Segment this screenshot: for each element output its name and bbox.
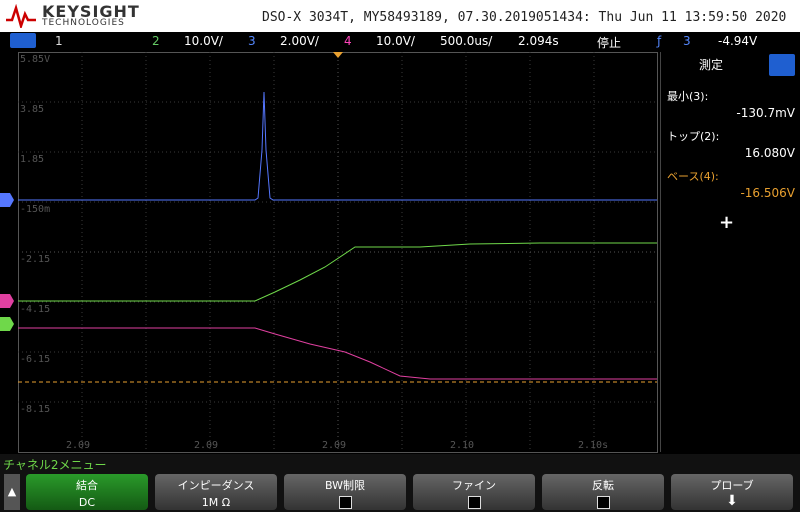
trigger-marker [333,52,343,58]
brand: KEYSIGHT [42,2,140,21]
softkey-label: 反転 [592,479,614,492]
graticule [18,52,658,453]
add-measure[interactable]: + [719,212,735,233]
softkey[interactable]: プローブ ⬇ [671,474,793,510]
ch3-scale: 2.00V/ [280,34,319,48]
ch1: 1 [55,34,63,48]
menu-up[interactable]: ▲ [4,474,20,510]
x-label: 2.10 [450,440,474,451]
delay: 2.094s [518,34,559,48]
softkey-checkbox [596,496,610,509]
softkey-value: DC [78,496,96,509]
y-labels: 5.85V 3.85 1.85 -150m -2.15 -4.15 -6.15 -8.15 [20,54,50,415]
y-label: -2.15 [20,254,50,265]
measure-label: 最小(3): [667,90,709,103]
x-label: 2.09 [194,440,218,451]
brand-sub: TECHNOLOGIES [42,18,125,28]
softkey-label: 結合 [76,479,98,492]
timebase: 500.0us/ [440,34,493,48]
softkey[interactable]: インピーダンス 1M Ω [155,474,277,510]
softkey-label: BW制限 [324,479,366,492]
measure-value: 16.080V [744,146,795,160]
menu-button[interactable] [10,33,36,48]
softkey[interactable]: ファイン [413,474,535,510]
logo-icon [6,4,36,28]
header: KEYSIGHT TECHNOLOGIES DSO-X 3034T, MY584… [0,0,800,32]
softkey-arrow: ⬇ [726,493,738,509]
ch3-trace [18,91,657,201]
waveform-display: 5.85V 3.85 1.85 -150m -2.15 -4.15 -6.15 -8.15 2… [0,52,658,453]
ch3-marker [0,193,14,207]
softkey-checkbox [338,496,352,509]
ch4-scale: 10.0V/ [376,34,415,48]
x-label: 2.09 [322,440,346,451]
trigger-level: -4.94V [718,34,758,48]
y-label: 3.85 [20,104,44,115]
device-info: DSO-X 3034T, MY58493189, 07.30.201905143… [262,10,787,25]
softkey-checkbox [467,496,481,509]
ch2-marker [0,317,14,331]
ch4-marker [0,294,14,308]
softkey[interactable]: BW制限 [284,474,406,510]
measure-title: 測定 [698,58,723,72]
ch2: 2 [152,34,160,48]
trigger-icon: ƒ [657,34,662,48]
status-bar: 1 2 10.0V/ 3 2.00V/ 4 10.0V/ 500.0us/ 2.… [0,32,800,51]
ch2-trace [18,242,657,302]
y-label: 1.85 [20,154,44,165]
ch4-trace [18,327,657,380]
y-label: -8.15 [20,404,50,415]
softkey-label: プローブ [710,479,754,492]
softkey[interactable]: 結合 DC [26,474,148,510]
x-labels: 2.09 2.09 2.09 2.10 2.10s [66,440,608,451]
measure-panel: 測定 最小(3): -130.7mV トップ(2): 16.080V ベース(4): -1… [660,52,800,452]
run-state: 停止 [597,36,622,50]
measure-label: トップ(2): [667,130,720,143]
measure-label: ベース(4): [667,170,719,183]
x-label: 2.09 [66,440,90,451]
softkey-value: 1M Ω [201,496,231,509]
measure-value: -130.7mV [736,106,795,120]
y-label: -150m [20,204,50,215]
ch4: 4 [344,34,352,48]
ch3: 3 [248,34,256,48]
softkey-label: インピーダンス [177,479,255,492]
measure-menu[interactable] [769,54,795,76]
menu-title: チャネル2メニュー [3,458,107,472]
x-label: 2.10s [578,440,608,451]
softkey-label: ファイン [452,479,496,492]
measure-value: -16.506V [740,186,795,200]
ch2-scale: 10.0V/ [184,34,223,48]
y-label: -4.15 [20,304,50,315]
y-label: 5.85V [20,54,50,65]
y-label: -6.15 [20,354,50,365]
trigger-channel: 3 [683,34,691,48]
softkey[interactable]: 反転 [542,474,664,510]
